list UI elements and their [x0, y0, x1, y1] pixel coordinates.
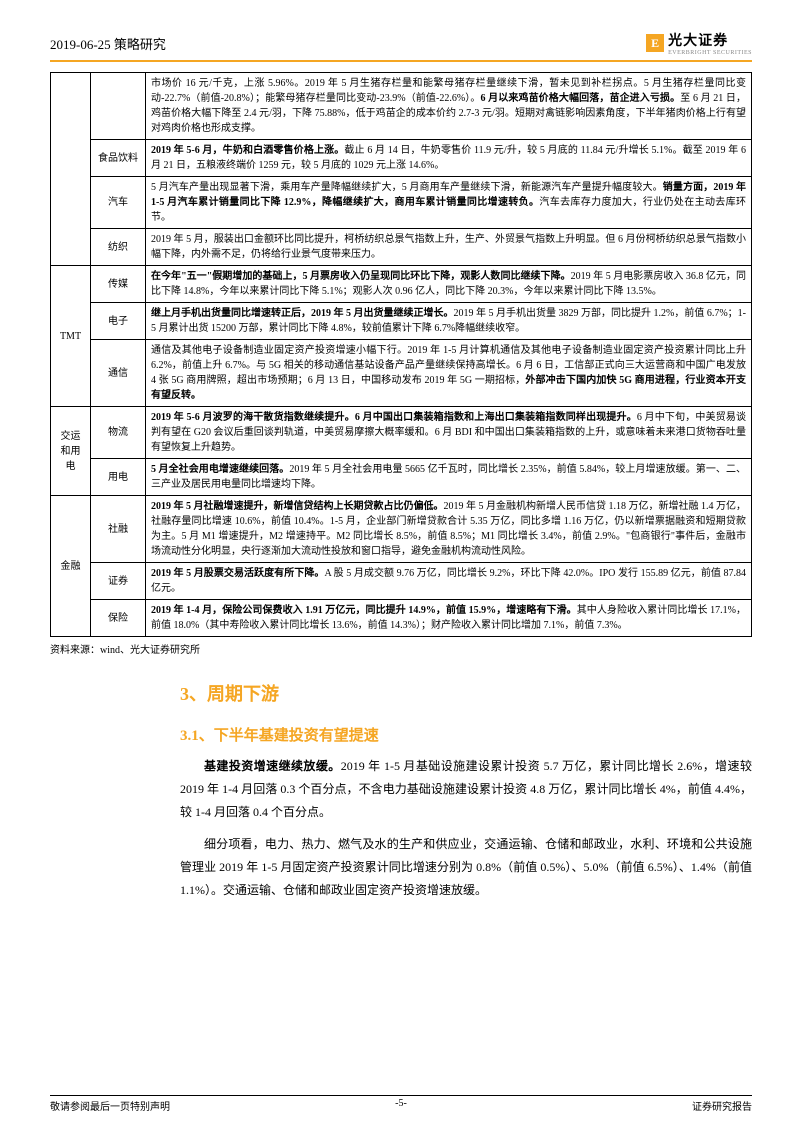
table-row: 市场价 16 元/千克，上涨 5.96%。2019 年 5 月生猪存栏量和能繁母…: [51, 73, 752, 140]
content-cell: 5 月汽车产量出现显著下滑，乘用车产量降幅继续扩大，5 月商用车产量继续下滑，新…: [146, 177, 752, 229]
category-cell: 交运和用电: [51, 407, 91, 496]
page-footer: 敬请参阅最后一页特别声明 -5- 证券研究报告: [50, 1095, 752, 1113]
subcategory-cell: 通信: [91, 340, 146, 407]
footer-right: 证券研究报告: [692, 1098, 752, 1113]
content-cell: 通信及其他电子设备制造业固定资产投资增速小幅下行。2019 年 1-5 月计算机…: [146, 340, 752, 407]
paragraph-1: 基建投资增速继续放缓。2019 年 1-5 月基础设施建设累计投资 5.7 万亿…: [180, 755, 752, 823]
logo-text-en: EVERBRIGHT SECURITIES: [668, 50, 752, 56]
subcategory-cell: [91, 73, 146, 140]
category-cell: [51, 73, 91, 266]
table-row: 通信通信及其他电子设备制造业固定资产投资增速小幅下行。2019 年 1-5 月计…: [51, 340, 752, 407]
subcategory-cell: 用电: [91, 459, 146, 496]
table-source: 资料来源：wind、光大证券研究所: [50, 641, 752, 656]
category-cell: 金融: [51, 496, 91, 637]
table-row: TMT传媒在今年"五一"假期增加的基础上，5 月票房收入仍呈现同比环比下降，观影…: [51, 266, 752, 303]
header-date-title: 2019-06-25 策略研究: [50, 34, 166, 53]
content-cell: 5 月全社会用电增速继续回落。2019 年 5 月全社会用电量 5665 亿千瓦…: [146, 459, 752, 496]
subcategory-cell: 物流: [91, 407, 146, 459]
subcategory-cell: 纺织: [91, 229, 146, 266]
table-row: 用电5 月全社会用电增速继续回落。2019 年 5 月全社会用电量 5665 亿…: [51, 459, 752, 496]
table-row: 电子继上月手机出货量同比增速转正后，2019 年 5 月出货量继续正增长。201…: [51, 303, 752, 340]
table-row: 交运和用电物流2019 年 5-6 月波罗的海干散货指数继续提升。6 月中国出口…: [51, 407, 752, 459]
category-cell: TMT: [51, 266, 91, 407]
subcategory-cell: 社融: [91, 496, 146, 563]
section-3-1-title: 3.1、下半年基建投资有望提速: [180, 724, 752, 745]
content-cell: 在今年"五一"假期增加的基础上，5 月票房收入仍呈现同比环比下降，观影人数同比继…: [146, 266, 752, 303]
subcategory-cell: 食品饮料: [91, 140, 146, 177]
footer-left: 敬请参阅最后一页特别声明: [50, 1098, 170, 1113]
content-cell: 2019 年 5-6 月，牛奶和白酒零售价格上涨。截止 6 月 14 日，牛奶零…: [146, 140, 752, 177]
content-cell: 2019 年 5-6 月波罗的海干散货指数继续提升。6 月中国出口集装箱指数和上…: [146, 407, 752, 459]
content-cell: 2019 年 1-4 月，保险公司保费收入 1.91 万亿元，同比提升 14.9…: [146, 600, 752, 637]
footer-page-number: -5-: [395, 1098, 407, 1109]
table-row: 纺织2019 年 5 月，服装出口金额环比同比提升，柯桥纺织总景气指数上升，生产…: [51, 229, 752, 266]
section-3-title: 3、周期下游: [180, 680, 752, 706]
logo-text-cn: 光大证券: [668, 30, 752, 50]
subcategory-cell: 汽车: [91, 177, 146, 229]
subcategory-cell: 传媒: [91, 266, 146, 303]
table-row: 金融社融2019 年 5 月社融增速提升，新增信贷结构上长期贷款占比仍偏低。20…: [51, 496, 752, 563]
table-row: 保险2019 年 1-4 月，保险公司保费收入 1.91 万亿元，同比提升 14…: [51, 600, 752, 637]
subcategory-cell: 保险: [91, 600, 146, 637]
table-row: 证券2019 年 5 月股票交易活跃度有所下降。A 股 5 月成交额 9.76 …: [51, 563, 752, 600]
content-cell: 市场价 16 元/千克，上涨 5.96%。2019 年 5 月生猪存栏量和能繁母…: [146, 73, 752, 140]
company-logo: E 光大证券 EVERBRIGHT SECURITIES: [646, 30, 752, 56]
industry-table: 市场价 16 元/千克，上涨 5.96%。2019 年 5 月生猪存栏量和能繁母…: [50, 72, 752, 637]
content-cell: 2019 年 5 月社融增速提升，新增信贷结构上长期贷款占比仍偏低。2019 年…: [146, 496, 752, 563]
content-cell: 继上月手机出货量同比增速转正后，2019 年 5 月出货量继续正增长。2019 …: [146, 303, 752, 340]
content-cell: 2019 年 5 月股票交易活跃度有所下降。A 股 5 月成交额 9.76 万亿…: [146, 563, 752, 600]
subcategory-cell: 电子: [91, 303, 146, 340]
subcategory-cell: 证券: [91, 563, 146, 600]
table-row: 汽车5 月汽车产量出现显著下滑，乘用车产量降幅继续扩大，5 月商用车产量继续下滑…: [51, 177, 752, 229]
logo-icon: E: [646, 34, 664, 52]
paragraph-2: 细分项看，电力、热力、燃气及水的生产和供应业，交通运输、仓储和邮政业，水利、环境…: [180, 833, 752, 901]
content-cell: 2019 年 5 月，服装出口金额环比同比提升，柯桥纺织总景气指数上升，生产、外…: [146, 229, 752, 266]
table-row: 食品饮料2019 年 5-6 月，牛奶和白酒零售价格上涨。截止 6 月 14 日…: [51, 140, 752, 177]
page-header: 2019-06-25 策略研究 E 光大证券 EVERBRIGHT SECURI…: [50, 30, 752, 62]
